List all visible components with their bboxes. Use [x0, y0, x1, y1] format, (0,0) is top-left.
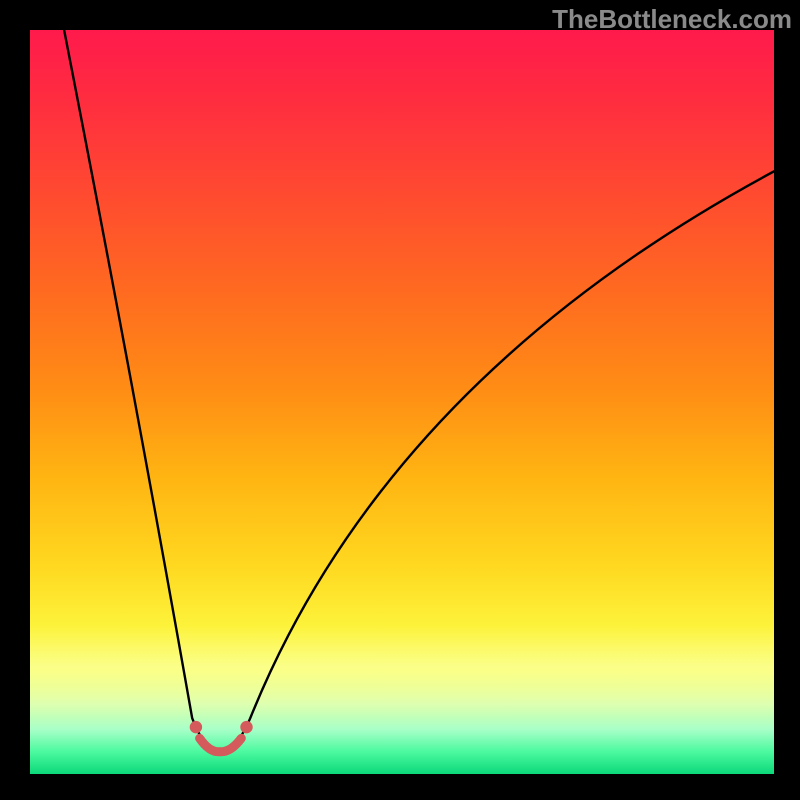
plot-area	[30, 30, 774, 774]
marker-dot-0	[190, 721, 202, 733]
figure-root: TheBottleneck.com	[0, 0, 800, 800]
marker-dot-1	[240, 721, 252, 733]
watermark-text: TheBottleneck.com	[552, 4, 792, 35]
chart-svg	[30, 30, 774, 774]
haze-band	[30, 625, 774, 718]
